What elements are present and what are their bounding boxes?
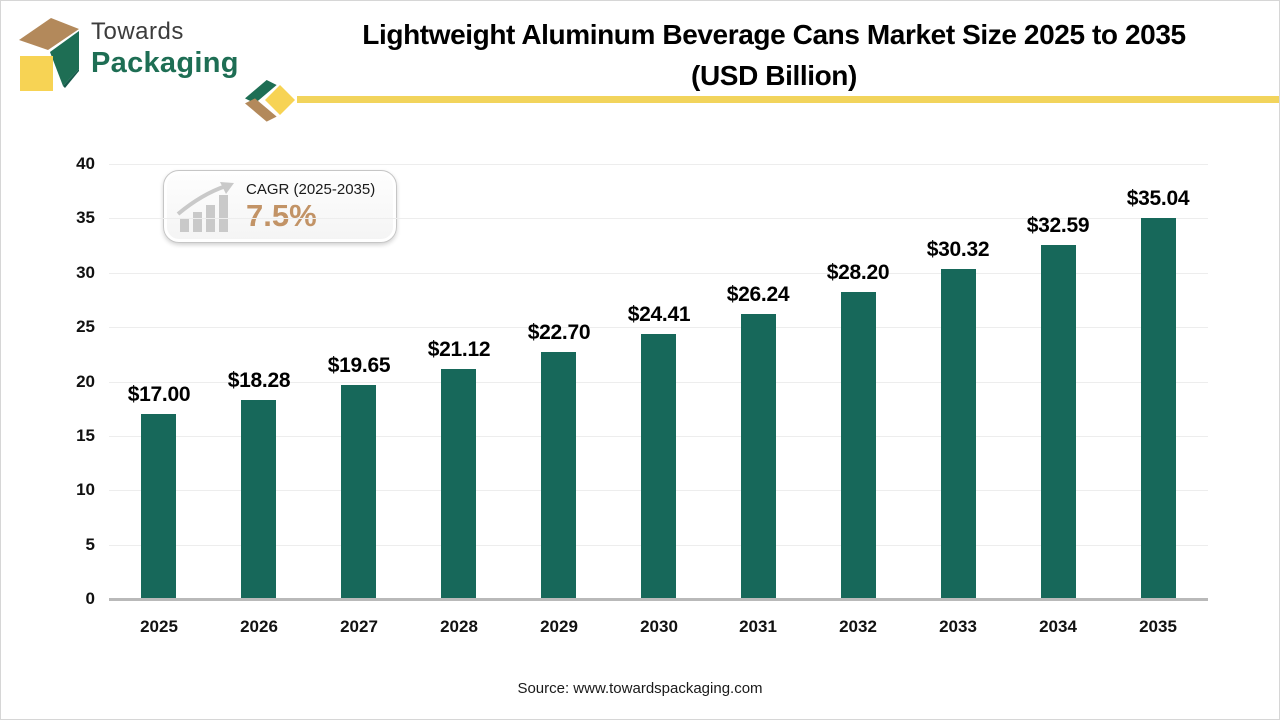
x-axis-label: 2033: [939, 617, 977, 636]
bar-value-label: $26.24: [726, 283, 790, 306]
page-title: Lightweight Aluminum Beverage Cans Marke…: [281, 14, 1267, 96]
y-axis-label: 15: [76, 426, 95, 445]
brand-logo-cube-icon: [19, 18, 79, 91]
cagr-label: CAGR (2025-2035): [246, 180, 376, 198]
cagr-texts: CAGR (2025-2035) 7.5%: [246, 181, 375, 233]
bar: [1141, 218, 1176, 598]
gridline: [109, 327, 1208, 328]
x-axis-label: 2032: [839, 617, 877, 636]
bar: [841, 292, 876, 598]
bar-value-label: $35.04: [1126, 187, 1190, 210]
source-text: Source: www.towardspackaging.com: [517, 680, 763, 697]
bar: [541, 352, 576, 598]
bar-value-label: $17.00: [127, 383, 191, 406]
x-axis-label: 2028: [440, 617, 478, 636]
bar-value-label: $22.70: [527, 321, 591, 344]
y-axis-label: 0: [85, 589, 95, 608]
x-axis-label: 2025: [140, 617, 178, 636]
bar-value-label: $21.12: [427, 338, 491, 361]
gridline: [109, 164, 1208, 165]
brand-name-top: Towards: [91, 18, 184, 45]
y-axis-label: 40: [76, 154, 95, 173]
y-axis-label: 20: [76, 372, 95, 391]
divider-line: [297, 96, 1279, 103]
bar-value-label: $18.28: [227, 369, 291, 392]
x-axis-label: 2034: [1039, 617, 1077, 636]
x-axis-label: 2026: [240, 617, 278, 636]
bar-value-label: $30.32: [926, 238, 990, 261]
x-axis-label: 2030: [640, 617, 678, 636]
bar: [241, 400, 276, 598]
bar-value-label: $28.20: [826, 261, 890, 284]
cagr-badge: CAGR (2025-2035) 7.5%: [163, 170, 397, 243]
x-axis-label: 2029: [540, 617, 578, 636]
brand-logo: Towards Packaging: [17, 14, 239, 94]
brand-name: Towards Packaging: [91, 14, 239, 80]
y-axis-label: 10: [76, 480, 95, 499]
page-title-line1: Lightweight Aluminum Beverage Cans Marke…: [362, 19, 1186, 50]
x-axis-label: 2027: [340, 617, 378, 636]
divider-diamond-icon: [245, 80, 295, 122]
bar: [641, 334, 676, 598]
bar: [441, 369, 476, 598]
bar-value-label: $19.65: [327, 354, 391, 377]
page-title-line2: (USD Billion): [691, 60, 857, 91]
cagr-value: 7.5%: [246, 197, 317, 233]
x-axis-label: 2031: [739, 617, 777, 636]
x-axis-line: [109, 598, 1208, 601]
bar: [941, 269, 976, 598]
y-axis-label: 30: [76, 263, 95, 282]
bar: [741, 314, 776, 598]
bar: [1041, 245, 1076, 598]
gridline: [109, 218, 1208, 219]
brand-name-bottom: Packaging: [91, 47, 239, 79]
x-axis-label: 2035: [1139, 617, 1177, 636]
y-axis-label: 35: [76, 208, 95, 227]
bar: [141, 414, 176, 598]
gridline: [109, 273, 1208, 274]
y-axis-label: 25: [76, 317, 95, 336]
bar: [341, 385, 376, 598]
bar-value-label: $32.59: [1026, 214, 1090, 237]
bar-value-label: $24.41: [627, 303, 691, 326]
y-axis-label: 5: [85, 535, 95, 554]
